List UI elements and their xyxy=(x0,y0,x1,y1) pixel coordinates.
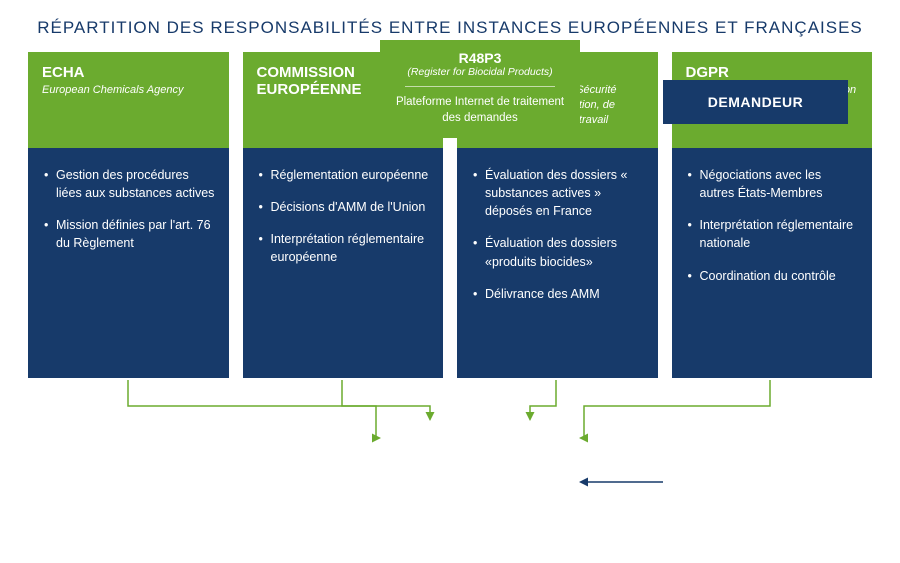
column-body: Gestion des procédures liées aux substan… xyxy=(28,148,229,378)
platform-divider xyxy=(405,86,555,87)
list-item: Négociations avec les autres États-Membr… xyxy=(684,166,859,202)
column-subtitle: European Chemicals Agency xyxy=(42,83,215,98)
list-item: Décisions d'AMM de l'Union xyxy=(255,198,430,216)
column-body: Négociations avec les autres États-Membr… xyxy=(672,148,873,378)
list-item: Délivrance des AMM xyxy=(469,285,644,303)
column-body: Réglementation européenne Décisions d'AM… xyxy=(243,148,444,378)
list-item: Interprétation réglementaire européenne xyxy=(255,230,430,266)
column-header: ECHA European Chemicals Agency xyxy=(28,52,229,148)
bottom-area xyxy=(0,378,900,523)
list-item: Mission définies par l'art. 76 du Règlem… xyxy=(40,216,215,252)
platform-description: Plateforme Internet de traitement des de… xyxy=(392,95,568,126)
list-item: Évaluation des dossiers «produits biocid… xyxy=(469,234,644,270)
list-item: Interprétation réglementaire nationale xyxy=(684,216,859,252)
demandeur-label: DEMANDEUR xyxy=(708,94,804,110)
column-name: DGPR xyxy=(686,64,859,81)
list-item: Réglementation européenne xyxy=(255,166,430,184)
platform-name: R48P3 xyxy=(392,50,568,66)
platform-box: R48P3 (Register for Biocidal Products) P… xyxy=(380,40,580,138)
column-body: Évaluation des dossiers « substances act… xyxy=(457,148,658,378)
column-echa: ECHA European Chemicals Agency Gestion d… xyxy=(28,52,229,378)
list-item: Coordination du contrôle xyxy=(684,267,859,285)
column-name: ECHA xyxy=(42,64,215,81)
list-item: Évaluation des dossiers « substances act… xyxy=(469,166,644,220)
list-item: Gestion des procédures liées aux substan… xyxy=(40,166,215,202)
platform-subtitle: (Register for Biocidal Products) xyxy=(392,66,568,78)
demandeur-box: DEMANDEUR xyxy=(663,80,848,124)
